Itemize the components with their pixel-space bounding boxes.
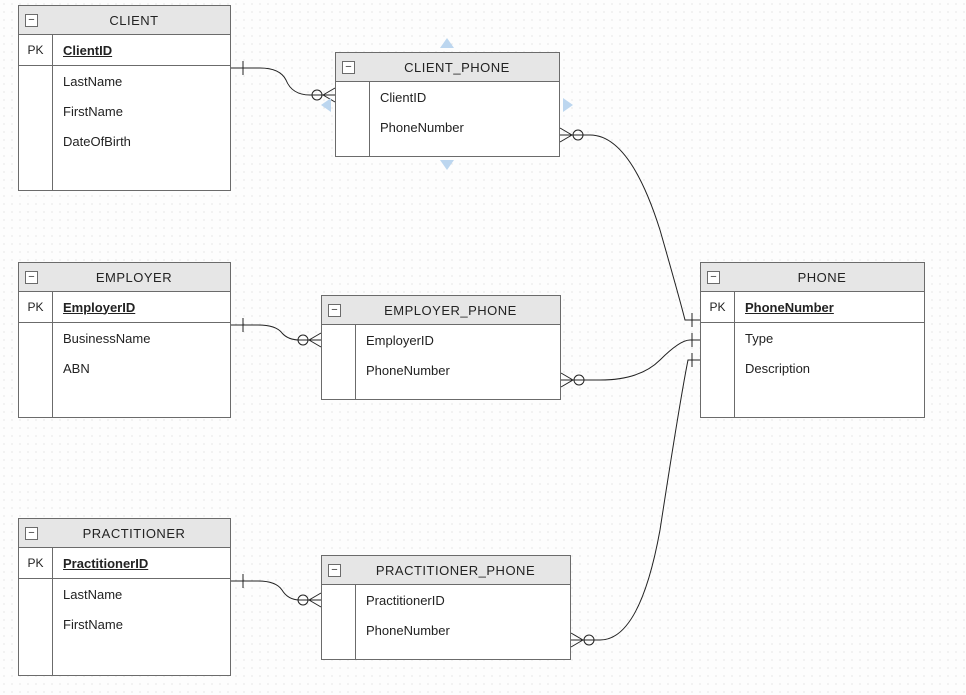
- attr: PhoneNumber: [370, 112, 559, 142]
- key-column: PK: [19, 35, 53, 190]
- attr: Description: [735, 353, 924, 383]
- entity-employer-phone[interactable]: − EMPLOYER_PHONE EmployerID PhoneNumber: [321, 295, 561, 400]
- pk-label: PK: [19, 35, 52, 66]
- selection-handle-top-icon[interactable]: [440, 38, 454, 48]
- entity-title: EMPLOYER: [44, 270, 224, 285]
- attrs-column: EmployerID PhoneNumber: [356, 325, 560, 399]
- selection-handle-bottom-icon[interactable]: [440, 160, 454, 170]
- attrs-column: PractitionerID PhoneNumber: [356, 585, 570, 659]
- selection-handle-left-icon[interactable]: [321, 98, 331, 112]
- attrs-column: EmployerID BusinessName ABN: [53, 292, 230, 417]
- selection-handle-right-icon[interactable]: [563, 98, 573, 112]
- entity-employer[interactable]: − EMPLOYER PK EmployerID BusinessName AB…: [18, 262, 231, 418]
- attrs-column: ClientID LastName FirstName DateOfBirth: [53, 35, 230, 190]
- pk-label: PK: [19, 548, 52, 579]
- collapse-icon[interactable]: −: [328, 304, 341, 317]
- attr: PhoneNumber: [356, 615, 570, 645]
- attr: PractitionerID: [356, 585, 570, 615]
- collapse-icon[interactable]: −: [25, 527, 38, 540]
- entity-body: PK EmployerID BusinessName ABN: [19, 292, 230, 417]
- attr: Type: [735, 323, 924, 353]
- entity-body: PK PhoneNumber Type Description: [701, 292, 924, 417]
- attr: DateOfBirth: [53, 126, 230, 156]
- entity-body: PK ClientID LastName FirstName DateOfBir…: [19, 35, 230, 190]
- attr: EmployerID: [356, 325, 560, 355]
- entity-header: − CLIENT_PHONE: [336, 53, 559, 82]
- pk-label: PK: [701, 292, 734, 323]
- entity-title: EMPLOYER_PHONE: [347, 303, 554, 318]
- entity-title: PHONE: [726, 270, 918, 285]
- attr: LastName: [53, 66, 230, 96]
- key-column: [322, 585, 356, 659]
- entity-body: ClientID PhoneNumber: [336, 82, 559, 156]
- key-column: PK: [701, 292, 735, 417]
- attr: LastName: [53, 579, 230, 609]
- attr: ClientID: [370, 82, 559, 112]
- attr: FirstName: [53, 609, 230, 639]
- key-column: [322, 325, 356, 399]
- collapse-icon[interactable]: −: [707, 271, 720, 284]
- entity-body: EmployerID PhoneNumber: [322, 325, 560, 399]
- entity-phone[interactable]: − PHONE PK PhoneNumber Type Description: [700, 262, 925, 418]
- collapse-icon[interactable]: −: [328, 564, 341, 577]
- collapse-icon[interactable]: −: [342, 61, 355, 74]
- entity-header: − PRACTITIONER_PHONE: [322, 556, 570, 585]
- pk-attr: EmployerID: [53, 292, 230, 323]
- pk-attr: ClientID: [53, 35, 230, 66]
- attr: BusinessName: [53, 323, 230, 353]
- entity-header: − EMPLOYER_PHONE: [322, 296, 560, 325]
- entity-client[interactable]: − CLIENT PK ClientID LastName FirstName …: [18, 5, 231, 191]
- entity-title: PRACTITIONER: [44, 526, 224, 541]
- entity-client-phone[interactable]: − CLIENT_PHONE ClientID PhoneNumber: [335, 52, 560, 157]
- attr: FirstName: [53, 96, 230, 126]
- attrs-column: ClientID PhoneNumber: [370, 82, 559, 156]
- pk-attr: PractitionerID: [53, 548, 230, 579]
- collapse-icon[interactable]: −: [25, 271, 38, 284]
- entity-title: PRACTITIONER_PHONE: [347, 563, 564, 578]
- key-column: PK: [19, 292, 53, 417]
- entity-header: − PHONE: [701, 263, 924, 292]
- key-column: [336, 82, 370, 156]
- entity-header: − CLIENT: [19, 6, 230, 35]
- entity-header: − EMPLOYER: [19, 263, 230, 292]
- collapse-icon[interactable]: −: [25, 14, 38, 27]
- attrs-column: PhoneNumber Type Description: [735, 292, 924, 417]
- entity-body: PractitionerID PhoneNumber: [322, 585, 570, 659]
- attrs-column: PractitionerID LastName FirstName: [53, 548, 230, 675]
- entity-practitioner-phone[interactable]: − PRACTITIONER_PHONE PractitionerID Phon…: [321, 555, 571, 660]
- entity-body: PK PractitionerID LastName FirstName: [19, 548, 230, 675]
- key-column: PK: [19, 548, 53, 675]
- attr: PhoneNumber: [356, 355, 560, 385]
- entity-title: CLIENT: [44, 13, 224, 28]
- entity-title: CLIENT_PHONE: [361, 60, 553, 75]
- entity-header: − PRACTITIONER: [19, 519, 230, 548]
- attr: ABN: [53, 353, 230, 383]
- entity-practitioner[interactable]: − PRACTITIONER PK PractitionerID LastNam…: [18, 518, 231, 676]
- pk-attr: PhoneNumber: [735, 292, 924, 323]
- pk-label: PK: [19, 292, 52, 323]
